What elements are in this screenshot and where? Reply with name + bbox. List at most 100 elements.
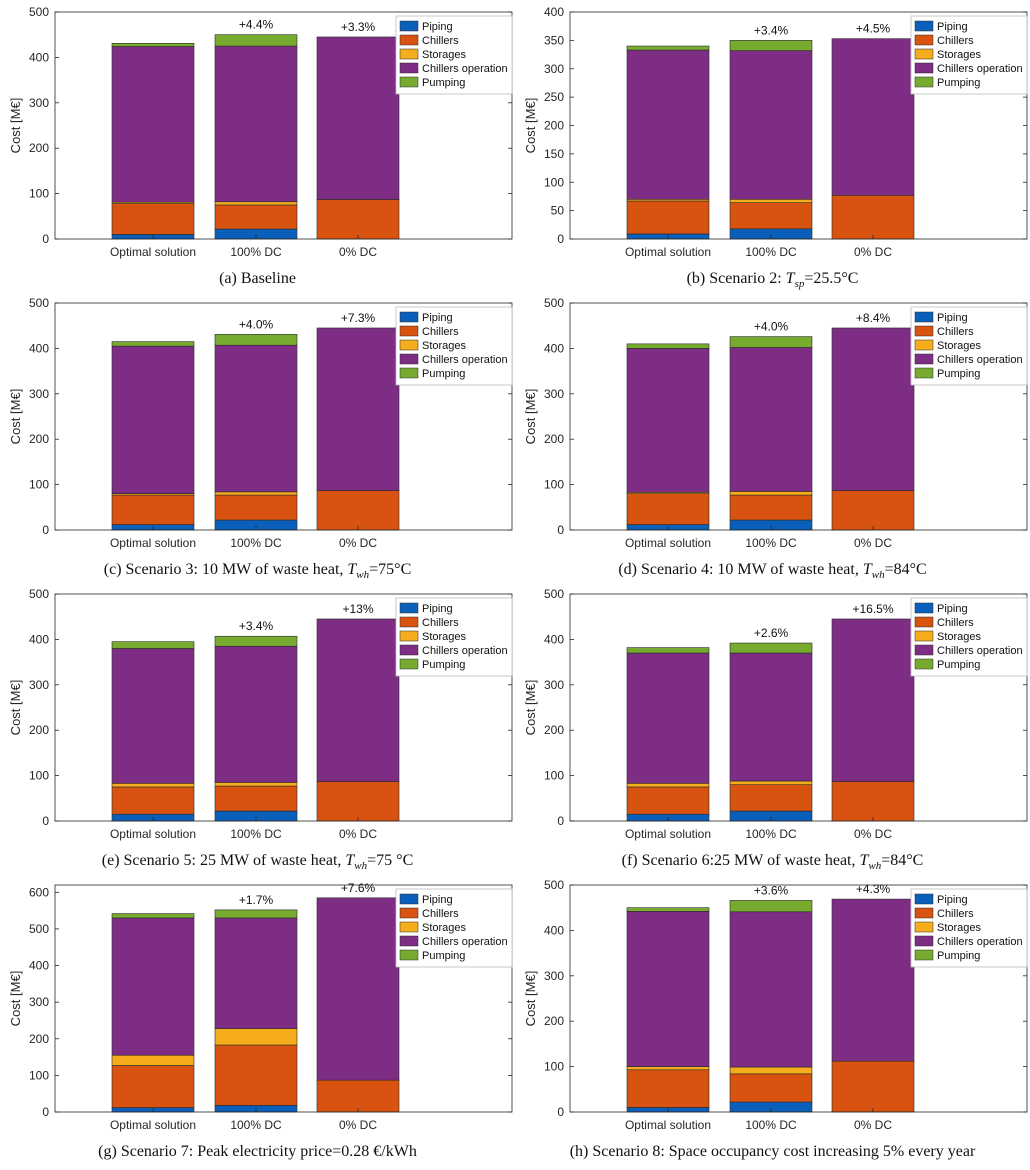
bar-segment [214,1028,298,1046]
bar-segment [729,494,813,521]
bar-segment [111,786,195,815]
legend-swatch [914,616,934,628]
chart-panel: Optimal solution +3.4% 100% DC +4.5% 0% DC 0 5… [515,0,1030,291]
bar-segment [729,1066,813,1075]
x-tick-label: 100% DC [230,245,282,259]
bar-segment [729,900,813,913]
legend-label: Pumping [422,950,465,962]
bar-segment [214,917,298,1029]
legend-swatch [399,658,419,670]
bar-annotation: +4.0% [754,320,789,334]
y-tick-label: 150 [544,147,564,161]
bar-segment [626,1066,710,1071]
chart-panel: Optimal solution +3.4% 100% DC +13% 0% DC 0 10… [0,582,515,873]
panel-caption: (f) Scenario 6:25 MW of waste heat, Twh=… [515,852,1030,872]
bar-annotation: +7.3% [341,311,376,325]
caption-label: (g) Scenario 7: Peak electricity price=0… [98,1143,417,1160]
y-tick-label: 600 [29,885,49,899]
legend-swatch [399,311,419,323]
bar-annotation: +7.6% [341,881,376,895]
legend-swatch [399,893,419,905]
caption-label: (e) Scenario 5: 25 MW of waste heat, [101,852,346,869]
bar-segment [626,652,710,784]
legend-swatch [399,48,419,60]
x-tick-label: 0% DC [854,245,892,259]
bar-segment [214,909,298,919]
bar-segment [626,49,710,200]
legend-swatch [914,935,934,947]
axes-frame [569,884,1028,1113]
x-tick-label: 100% DC [745,536,797,550]
y-tick-label: 400 [544,341,564,355]
caption-label: (c) Scenario 3: 10 MW of waste heat, [103,561,348,578]
stacked-bar-chart: Optimal solution +4.0% 100% DC +7.3% 0% DC 0 1… [8,296,513,550]
legend-label: Pumping [937,659,980,671]
bar-segment [214,785,298,812]
legend-swatch [914,602,934,614]
y-axis-label: Cost [M€] [523,680,538,736]
bar-segment [111,43,195,47]
stacked-bar-chart: Optimal solution +4.4% 100% DC +3.3% 0% DC 0 1… [8,5,513,259]
x-tick-label: 100% DC [230,827,282,841]
y-tick-label: 0 [557,814,564,828]
bar-segment [214,491,298,496]
caption-subscript: wh [868,860,882,873]
y-tick-label: 500 [544,878,564,892]
y-tick-label: 500 [29,296,49,310]
bar-annotation: +16.5% [852,602,893,616]
bar-segment [729,50,813,200]
legend-label: Chillers [937,908,974,920]
legend-swatch [914,949,934,961]
caption-symbol: T [785,270,795,287]
y-axis-label: Cost [M€] [8,389,23,445]
y-tick-label: 500 [29,587,49,601]
bar-segment [214,334,298,346]
bar-annotation: +2.6% [754,626,789,640]
bar-annotation: +3.4% [239,619,274,633]
y-tick-label: 300 [29,96,49,110]
legend-swatch [399,20,419,32]
bar-segment [831,898,915,1062]
stacked-bar-chart: Optimal solution +2.6% 100% DC +16.5% 0% DC 0… [523,587,1028,841]
x-tick-label: Optimal solution [625,827,711,841]
y-tick-label: 300 [544,62,564,76]
bar-segment [626,343,710,349]
legend-label: Chillers [422,617,459,629]
y-axis-label: Cost [M€] [523,98,538,154]
bar-annotation: +13% [342,602,373,616]
legend-label: Chillers [937,617,974,629]
y-tick-label: 0 [557,1105,564,1119]
bar-annotation: +4.3% [856,882,891,896]
legend-label: Piping [937,894,968,906]
bar-segment [111,641,195,649]
x-tick-label: 0% DC [854,536,892,550]
legend-swatch [914,893,934,905]
bar-segment [111,341,195,347]
bar-annotation: +4.0% [239,317,274,331]
legend-label: Pumping [937,77,980,89]
y-tick-label: 200 [544,432,564,446]
y-tick-label: 200 [544,723,564,737]
y-tick-label: 0 [557,523,564,537]
bar-segment [831,490,915,531]
bar-segment [729,780,813,785]
bar-segment [316,781,400,822]
legend-swatch [914,907,934,919]
y-tick-label: 0 [42,523,49,537]
legend-label: Piping [422,312,453,324]
x-tick-label: Optimal solution [110,827,196,841]
y-tick-label: 100 [29,478,49,492]
caption-label: (a) Baseline [219,270,296,287]
legend-label: Chillers operation [937,645,1023,657]
x-tick-label: Optimal solution [625,536,711,550]
legend-label: Chillers operation [422,645,508,657]
y-tick-label: 400 [29,632,49,646]
bar-segment [214,494,298,521]
caption-symbol: T [859,852,869,869]
bar-annotation: +4.4% [239,18,274,32]
y-tick-label: 100 [544,175,564,189]
y-tick-label: 400 [544,632,564,646]
stacked-bar-chart: Optimal solution +3.6% 100% DC +4.3% 0% DC 0 1… [523,878,1028,1132]
chart-panel: Optimal solution +4.4% 100% DC +3.3% 0% DC 0 1… [0,0,515,291]
